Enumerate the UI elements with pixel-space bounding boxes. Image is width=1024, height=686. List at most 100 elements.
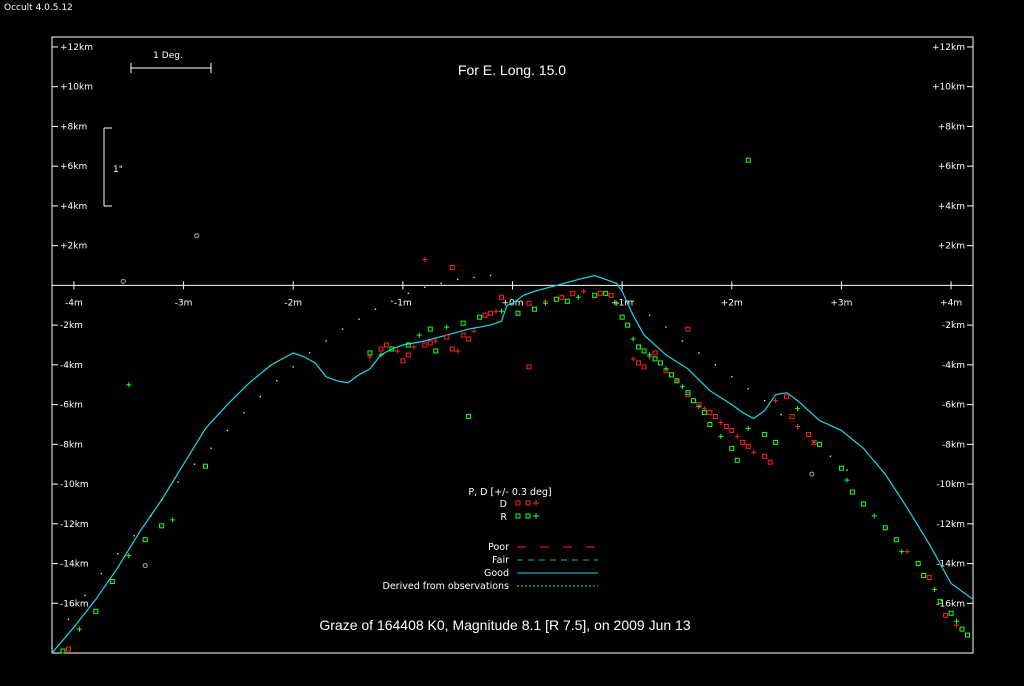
reappear-event-point xyxy=(76,626,82,632)
reappear-event-point xyxy=(701,410,707,416)
legend-header: P, D [+/- 0.3 deg] xyxy=(468,487,551,498)
limb-profile-line xyxy=(51,274,974,654)
grey-marker xyxy=(194,233,200,239)
y-tick-label-right: -10km xyxy=(936,480,965,490)
limb-point xyxy=(308,352,311,354)
legend-event-square xyxy=(525,513,531,519)
x-tick-label: -2m xyxy=(284,298,302,308)
y-tick-label-right: +8km xyxy=(938,122,965,132)
limb-point xyxy=(391,300,393,302)
disappear-event-point xyxy=(707,410,713,416)
reappear-event-point xyxy=(444,324,450,330)
disappear-event-point xyxy=(493,308,499,314)
disappear-event-point xyxy=(789,414,795,420)
grey-marker xyxy=(120,278,126,284)
reappear-event-point xyxy=(93,608,99,614)
reappear-event-point xyxy=(844,477,850,483)
disappear-event-point xyxy=(745,443,751,449)
disappear-event-point xyxy=(466,336,472,342)
reappear-event-point xyxy=(630,336,636,342)
x-tick-label: +1m xyxy=(611,298,633,308)
legend-line-label: Fair xyxy=(492,555,509,566)
legend-event-plus xyxy=(533,513,539,519)
y-tick-label-right: -14km xyxy=(936,560,965,570)
y-tick-label-left: +10km xyxy=(60,83,93,93)
limb-point xyxy=(358,318,360,320)
reappear-event-point xyxy=(126,553,132,559)
limb-point xyxy=(846,469,848,471)
reappear-event-point xyxy=(795,406,801,412)
y-tick-label-right: +2km xyxy=(938,242,965,252)
reappear-event-point xyxy=(773,439,779,445)
reappear-event-point xyxy=(460,320,466,326)
y-tick-label-right: +10km xyxy=(932,83,965,93)
y-tick-label-left: -10km xyxy=(60,480,89,490)
reappear-event-point xyxy=(948,610,954,616)
reappear-event-point xyxy=(614,300,620,306)
legend-line-label: Poor xyxy=(488,542,509,553)
y-tick-label-right: -12km xyxy=(936,520,965,530)
reappear-event-point xyxy=(734,457,740,463)
reappear-event-point xyxy=(367,350,373,356)
x-tick-label: +4m xyxy=(940,298,962,308)
x-tick-label: +2m xyxy=(721,298,743,308)
y-tick-label-right: -16km xyxy=(936,599,965,609)
reappear-event-point xyxy=(466,414,472,420)
y-tick-label-left: -4km xyxy=(60,361,83,371)
limb-point xyxy=(325,340,327,342)
disappear-event-point xyxy=(449,265,455,271)
disappear-event-point xyxy=(405,352,411,358)
reappear-event-point xyxy=(679,384,685,390)
limb-point xyxy=(632,300,634,302)
reappear-event-point xyxy=(937,598,943,604)
reappear-event-point xyxy=(965,632,971,638)
limb-point xyxy=(177,481,179,483)
reappear-event-point xyxy=(762,431,768,437)
disappear-event-point xyxy=(570,290,576,296)
disappear-event-point xyxy=(526,300,532,306)
limb-point xyxy=(117,552,119,555)
y-tick-label-left: +8km xyxy=(60,122,87,132)
disappear-event-point xyxy=(449,346,455,352)
disappear-event-point xyxy=(422,257,428,263)
limb-point xyxy=(226,429,229,432)
disappear-event-point xyxy=(926,574,932,580)
legend-event-plus xyxy=(533,500,539,506)
reappear-event-point xyxy=(636,344,642,350)
disappear-event-point xyxy=(597,290,603,296)
disappear-event-point xyxy=(630,356,636,362)
limb-point xyxy=(407,292,410,295)
chart-title: For E. Long. 15.0 xyxy=(458,62,566,78)
disappear-event-point xyxy=(773,398,779,404)
legend-line-label: Derived from observations xyxy=(383,581,510,592)
legend-event-square xyxy=(515,500,521,506)
disappear-event-point xyxy=(712,414,718,420)
y-tick-label-right: -2km xyxy=(942,321,965,331)
reappear-event-point xyxy=(603,290,609,296)
reappear-event-point xyxy=(553,296,559,302)
reappear-event-point xyxy=(899,549,905,555)
reappear-event-point xyxy=(416,332,422,338)
disappear-event-point xyxy=(581,288,587,294)
reappear-event-point xyxy=(954,618,960,624)
limb-point xyxy=(763,399,766,402)
reappear-event-point xyxy=(685,390,691,396)
disappear-event-point xyxy=(499,294,505,300)
x-tick-label: +3m xyxy=(830,298,852,308)
reappear-event-point xyxy=(652,356,658,362)
reappear-event-point xyxy=(126,382,132,388)
disappear-event-point xyxy=(762,453,768,459)
reappear-event-point xyxy=(871,513,877,519)
limb-point xyxy=(489,274,492,277)
limb-point xyxy=(648,314,651,316)
disappear-event-point xyxy=(784,394,790,400)
limb-point xyxy=(259,395,262,398)
y-tick-label-left: -8km xyxy=(60,440,83,450)
disappear-event-point xyxy=(806,431,812,437)
disappear-event-point xyxy=(608,292,614,298)
reappear-event-point xyxy=(625,322,631,328)
disappear-event-point xyxy=(795,423,801,429)
y-tick-label-left: -12km xyxy=(60,520,89,530)
y-tick-label-right: +12km xyxy=(932,43,965,53)
